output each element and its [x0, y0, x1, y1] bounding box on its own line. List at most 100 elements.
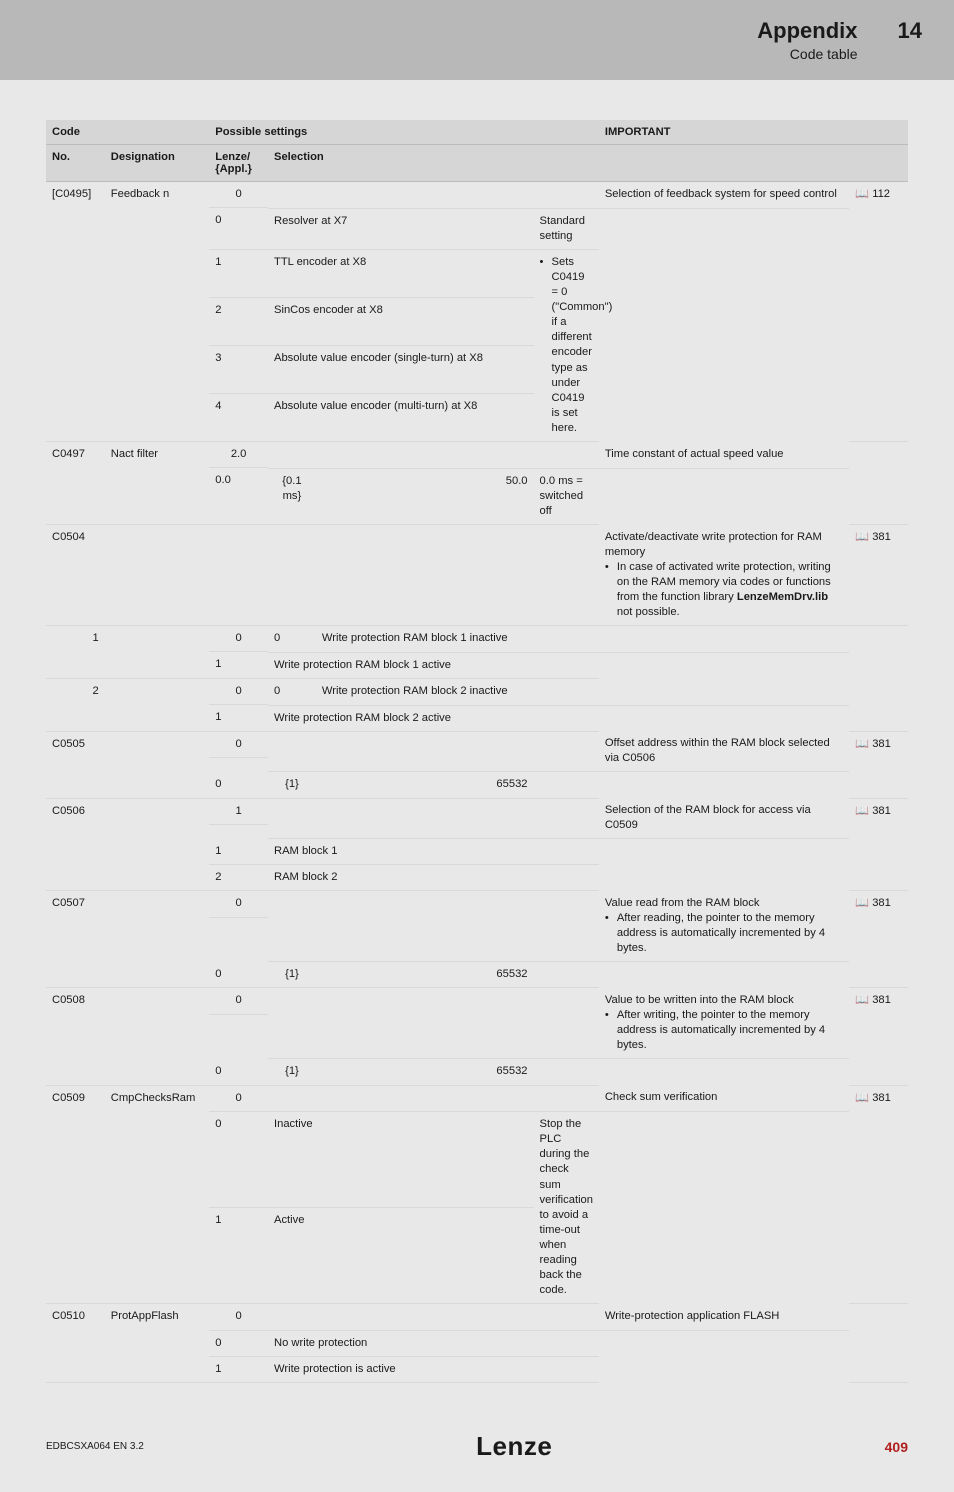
cell-min: 0.0	[209, 468, 268, 524]
cell-lenze: 0	[209, 1086, 268, 1112]
cell-no: C0506	[46, 798, 105, 891]
cell-designation	[105, 891, 209, 988]
cell-important: Stop the PLC during the check sum verifi…	[534, 1112, 599, 1304]
cell-opt-text: Write protection RAM block 1 active	[268, 652, 534, 678]
bullet-item: In case of activated write protection, w…	[605, 560, 843, 620]
cell-opt-text: Active	[268, 1208, 534, 1304]
col-ref-blank	[849, 145, 908, 182]
cell-max: 50.0	[316, 468, 534, 524]
cell-important	[534, 652, 599, 678]
cell-important	[534, 1331, 599, 1357]
cell-no: C0507	[46, 891, 105, 988]
cell-important	[599, 626, 849, 653]
cell-subno: 2	[46, 678, 105, 731]
cell-opt-num: 2	[209, 297, 268, 345]
bullet-item: After writing, the pointer to the memory…	[605, 1008, 843, 1053]
cell-min: 0	[209, 772, 268, 798]
footer-page-number: 409	[885, 1439, 908, 1455]
bullet-item: After reading, the pointer to the memory…	[605, 911, 843, 956]
cell-ref: 📖 112	[849, 182, 908, 442]
cell-lenze: 0	[209, 626, 268, 652]
cell-important: Write-protection application FLASH	[599, 1304, 849, 1331]
cell-opt-text: TTL encoder at X8	[268, 249, 534, 297]
cell-opt-text: Resolver at X7	[268, 208, 534, 249]
cell-designation	[105, 626, 209, 679]
cell-important: Value to be written into the RAM block A…	[599, 988, 849, 1059]
cell-ref: 📖 381	[849, 731, 908, 798]
col-important: IMPORTANT	[599, 120, 908, 145]
header-chapter-number: 14	[898, 18, 922, 44]
cell-important	[534, 705, 599, 731]
cell-opt-num: 1	[209, 249, 268, 297]
cell-step: {1}	[268, 962, 316, 988]
cell-opt-num: 0	[268, 626, 316, 653]
cell-selection-empty	[268, 891, 599, 962]
col-selection: Selection	[268, 145, 599, 182]
cell-selection-empty	[268, 1085, 599, 1112]
cell-ref: 📖 381	[849, 525, 908, 626]
cell-lenze: 0	[209, 988, 268, 1014]
table-row: C0506 1 Selection of the RAM block for a…	[46, 798, 908, 839]
cell-designation	[105, 678, 209, 731]
page-footer: EDBCSXA064 EN 3.2 Lenze 409	[0, 1403, 954, 1492]
cell-opt-text: RAM block 1	[268, 839, 534, 865]
table-row: 1 0 0 Write protection RAM block 1 inact…	[46, 626, 908, 653]
table-header: Code Possible settings IMPORTANT No. Des…	[46, 120, 908, 182]
cell-designation: ProtAppFlash	[105, 1304, 209, 1383]
cell-opt-num: 0	[209, 1112, 268, 1208]
table-row: C0504 Activate/deactivate write protecti…	[46, 525, 908, 626]
cell-ref: 📖 381	[849, 1085, 908, 1304]
cell-max: 65532	[316, 962, 534, 988]
cell-important: Standard setting	[534, 208, 599, 249]
cell-opt-num: 3	[209, 345, 268, 393]
header-subtitle: Code table	[757, 46, 857, 62]
cell-opt-num: 1	[209, 705, 268, 731]
cell-important	[599, 678, 849, 705]
cell-opt-num: 1	[209, 652, 268, 678]
cell-opt-num: 0	[209, 208, 268, 249]
cell-opt-text: Write protection is active	[268, 1357, 534, 1383]
cell-step: {0.1 ms}	[268, 468, 316, 524]
cell-step: {1}	[268, 1059, 316, 1085]
cell-lenze: 0	[209, 891, 268, 917]
cell-ref: 📖 381	[849, 891, 908, 988]
header-title: Appendix	[757, 18, 857, 44]
cell-important	[534, 1357, 599, 1383]
table-row: 2 0 0 Write protection RAM block 2 inact…	[46, 678, 908, 705]
cell-designation	[105, 798, 209, 891]
col-no: No.	[46, 145, 105, 182]
header-text-block: Appendix Code table	[757, 18, 857, 62]
cell-important: Selection of the RAM block for access vi…	[599, 798, 849, 839]
cell-lenze: 1	[209, 799, 268, 825]
cell-lenze	[209, 525, 268, 626]
cell-max: 65532	[316, 772, 534, 798]
cell-selection-empty	[268, 182, 599, 209]
cell-important	[534, 772, 599, 798]
cell-important	[534, 1059, 599, 1085]
cell-opt-num: 1	[209, 1208, 268, 1304]
cell-max: 65532	[316, 1059, 534, 1085]
cell-opt-num: 2	[209, 865, 268, 891]
cell-important: Time constant of actual speed value	[599, 442, 849, 469]
cell-lenze: 0	[209, 182, 268, 208]
cell-important	[534, 839, 599, 865]
cell-opt-text: Write protection RAM block 2 inactive	[316, 678, 599, 705]
cell-important: Value read from the RAM block After read…	[599, 891, 849, 962]
cell-lenze: 0	[209, 1304, 268, 1330]
col-designation: Designation	[105, 145, 209, 182]
cell-opt-num: 4	[209, 394, 268, 442]
cell-no: [C0495]	[46, 182, 105, 442]
cell-lenze: 0	[209, 679, 268, 705]
table-row: C0507 0 Value read from the RAM block Af…	[46, 891, 908, 962]
cell-selection-empty	[268, 798, 599, 839]
cell-designation	[105, 988, 209, 1085]
cell-designation: Nact filter	[105, 442, 209, 525]
cell-selection-empty	[268, 442, 599, 469]
cell-selection-empty	[268, 731, 599, 772]
cell-no: C0497	[46, 442, 105, 525]
page-header: Appendix Code table 14	[0, 0, 954, 80]
cell-ref: 📖 381	[849, 798, 908, 891]
cell-opt-num: 1	[209, 1357, 268, 1383]
cell-opt-text: Absolute value encoder (multi-turn) at X…	[268, 394, 534, 442]
footer-doc-id: EDBCSXA064 EN 3.2	[46, 1441, 144, 1452]
